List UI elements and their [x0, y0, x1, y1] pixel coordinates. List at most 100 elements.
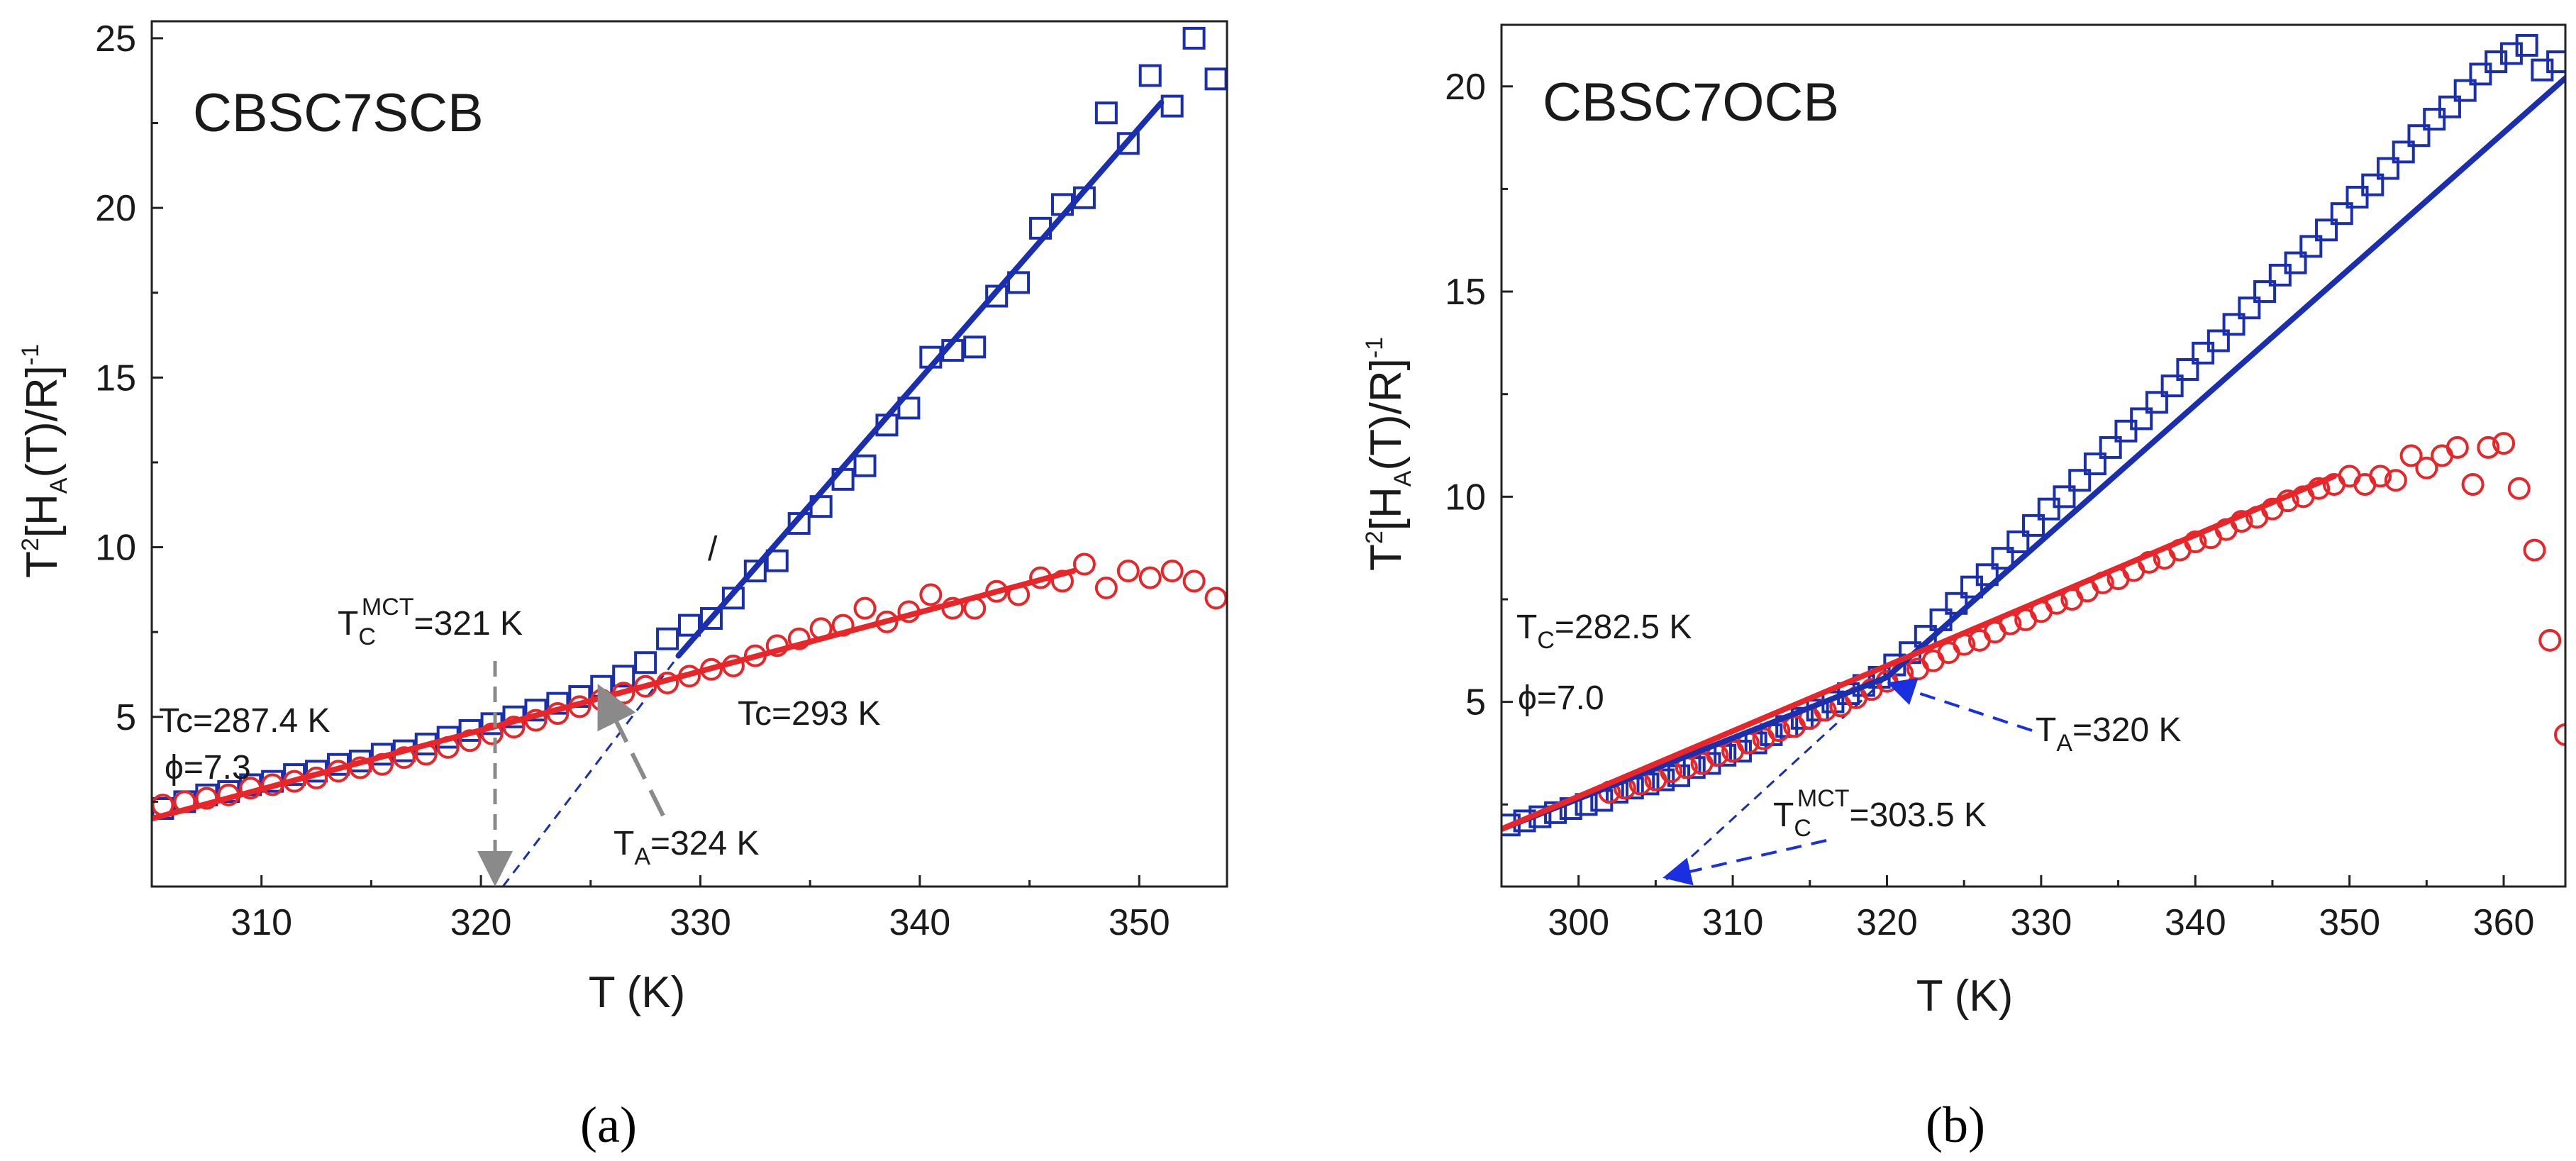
panel-b-circle-point: [2538, 628, 2562, 652]
panel-a-circle-point: [1072, 552, 1096, 576]
panel-a-circle-point: [480, 722, 504, 745]
panel-b-square-point: [2499, 42, 2523, 65]
panel-a-circle-point: [1138, 566, 1162, 589]
panel-b-square-point: [2253, 280, 2277, 304]
panel-a-square-point: [897, 396, 921, 420]
panel-b-circle-point: [2415, 456, 2438, 479]
panel-b-square-point: [2083, 452, 2106, 476]
panel-a-ylabel: T2[HA(T)/R]-1: [17, 344, 72, 578]
panel-b-ytick-label: 20: [1445, 67, 1486, 108]
panel-a-square-point: [985, 284, 1009, 308]
panel-b-square-point: [2068, 469, 2092, 492]
panel-b-square-point: [1975, 563, 1999, 587]
panel-a-square-point: [656, 627, 679, 650]
panel-a-square-point: [546, 691, 570, 715]
panel-b-square-point: [2377, 157, 2399, 180]
panel-a-square-point: [1182, 26, 1206, 50]
panel-b-square-point: [2392, 140, 2415, 164]
panel-a-title: CBSC7SCB: [193, 83, 484, 143]
panel-b-circle-point: [2369, 465, 2392, 488]
panel-b-square-point: [2407, 124, 2431, 148]
panel-b-square-point: [2192, 341, 2215, 365]
panel-a-phi-label: ϕ=7.3: [165, 749, 251, 787]
panel-b-marks: [1501, 33, 2565, 884]
panel-b-xtick-label: 320: [1856, 902, 1918, 943]
panel-a-circle-point: [502, 716, 526, 739]
panel-b-red-fit-line: [1501, 473, 2337, 832]
panel-a-circle-point: [1182, 570, 1206, 593]
panel-a-marks: [152, 26, 1227, 887]
panel-b-xtick-label: 300: [1548, 902, 1609, 943]
panel-a-square-point: [1204, 67, 1227, 91]
panel-b-circle-point: [2461, 473, 2485, 496]
panel-a-square-point: [678, 613, 701, 637]
panel-b-tc-mct-arrow: [1662, 839, 1827, 886]
panel-b-square-point: [2330, 202, 2353, 226]
panel-b-circle-point: [2399, 444, 2423, 467]
panel-a-xtick-label: 350: [1109, 902, 1170, 943]
panel-b-circle-point: [2507, 477, 2531, 500]
panel-a-tc-mct-label: TCMCT=321 K: [338, 594, 523, 650]
panel-a-plot-frame: [150, 20, 1228, 888]
panel-b-circle-point: [2445, 435, 2469, 459]
panel-a-ytick-label: 5: [116, 697, 136, 738]
panel-b-square-point: [2315, 218, 2338, 242]
panel-b-square-point: [2546, 50, 2565, 74]
panel-b-circle-point: [2554, 723, 2565, 746]
panel-b-square-point: [2345, 186, 2369, 209]
panel-b-square-point: [2160, 374, 2184, 398]
panel-b-square-point: [1652, 768, 1675, 791]
panel-a-circle-point: [1204, 587, 1227, 610]
panel-b-square-point: [2423, 108, 2446, 131]
panel-b-xtick-label: 330: [2010, 902, 2072, 943]
panel-b-circle-point: [2492, 432, 2516, 455]
panel-a-square-point: [1138, 64, 1162, 87]
panel-b-phi-label: ϕ=7.0: [1518, 679, 1604, 717]
panel-a-circle-point: [787, 627, 811, 650]
panel-a-xtick-label: 340: [889, 902, 950, 943]
panel-b-square-point: [2099, 435, 2122, 459]
panel-b-square-point: [1991, 547, 2014, 570]
panel-b-label: (b): [1926, 1096, 1985, 1153]
panel-a-ytick-label: 20: [95, 188, 136, 229]
panel-a-square-point: [765, 549, 789, 572]
panel-b-square-point: [2022, 513, 2045, 537]
panel-a-ta-arrow: [597, 684, 665, 817]
panel-b-square-point: [2114, 419, 2138, 443]
panel-a-xtick-label: 320: [450, 902, 512, 943]
panel-b-circle-point: [2477, 435, 2500, 459]
panel-a-circle-point: [1116, 560, 1140, 583]
panel-a-xtick-label: 330: [670, 902, 731, 943]
panel-b-plot-frame: [1500, 23, 2567, 888]
panel-b-square-point: [2206, 329, 2230, 352]
panel-a-square-point: [743, 560, 767, 583]
panel-a-tc-left-label: Tc=287.4 K: [159, 702, 331, 740]
panel-b-ticks: 300 310 320 330 340 350 360 5 10 15 20: [1445, 67, 2534, 943]
panel-b-square-point: [2176, 358, 2199, 381]
panel-b-ytick-label: 5: [1465, 682, 1486, 723]
panel-a-label: (a): [580, 1096, 637, 1153]
panel-b-tc-left-label: TC=282.5 K: [1516, 609, 1692, 654]
panel-b-square-point: [1698, 752, 1721, 775]
panel-b-square-point: [2222, 313, 2245, 336]
panel-a-square-point: [283, 763, 306, 787]
panel-b-ytick-label: 15: [1445, 272, 1486, 313]
panel-b-ytick-label: 10: [1445, 477, 1486, 518]
panel-b-square-point: [1728, 740, 1752, 763]
panel-b: 300 310 320 330 340 350 360 5 10 15 20 CBSC7OCB T …: [1361, 23, 2567, 1153]
panel-b-square-point: [2238, 296, 2261, 320]
panel-b-xtick-label: 360: [2473, 902, 2535, 943]
panel-a-circle-point: [853, 596, 877, 620]
panel-b-ta-arrow: [1887, 678, 2033, 732]
panel-b-xlabel: T (K): [1916, 972, 2014, 1021]
panel-a-ytick-label: 10: [95, 528, 136, 569]
panel-b-square-point: [2145, 391, 2168, 414]
panel-a-circle-point: [195, 787, 218, 810]
panel-a-square-point: [1007, 271, 1031, 294]
panel-a-circle-point: [392, 746, 416, 770]
panel-a-square-point: [721, 587, 745, 610]
panel-a-circle-point: [1094, 576, 1118, 599]
panel-a-blue-fit-line: [675, 99, 1165, 659]
